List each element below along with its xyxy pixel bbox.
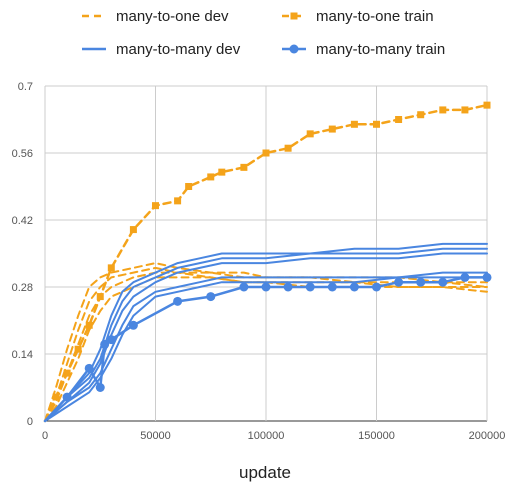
x-tick-label: 200000	[469, 430, 506, 442]
data-point-square	[284, 144, 292, 152]
data-point-circle	[283, 282, 293, 292]
data-point-square	[52, 393, 60, 401]
legend-label: many-to-many train	[316, 41, 445, 58]
data-point-square	[461, 106, 469, 114]
data-point-square	[74, 345, 82, 353]
data-point-square	[262, 149, 270, 157]
legend-label: many-to-many dev	[116, 41, 241, 58]
x-tick-label: 50000	[140, 430, 171, 442]
y-tick-label: 0.56	[12, 148, 33, 160]
data-point-square	[483, 101, 491, 109]
data-point-square	[85, 321, 93, 329]
data-point-circle	[327, 282, 337, 292]
data-point-square	[63, 369, 71, 377]
y-tick-label: 0.28	[12, 282, 33, 294]
series-line-many-to-many-dev-7	[44, 252, 488, 422]
data-point-square	[129, 226, 137, 234]
data-point-square	[107, 264, 115, 272]
data-point-circle	[106, 335, 116, 345]
y-tick-label: 0	[27, 416, 33, 428]
data-point-square	[174, 197, 182, 205]
series-line-many-to-many-dev-6	[44, 247, 488, 422]
x-axis-ticks: 0 50000 100000 150000 200000	[42, 430, 505, 442]
data-point-circle	[416, 277, 426, 287]
data-point-circle	[206, 292, 216, 302]
y-axis-ticks: 0 0.14 0.28 0.42 0.56 0.7	[12, 81, 33, 428]
data-point-circle	[438, 277, 448, 287]
x-tick-label: 150000	[358, 430, 395, 442]
data-point-circle	[261, 282, 271, 292]
data-point-circle	[394, 277, 404, 287]
data-point-square	[207, 173, 215, 181]
data-point-square	[417, 111, 425, 119]
data-point-circle	[239, 282, 249, 292]
data-point-square	[439, 106, 447, 114]
y-tick-label: 0.14	[12, 349, 33, 361]
data-point-circle	[372, 282, 381, 292]
data-point-circle	[173, 296, 183, 306]
legend-marker-circle	[289, 44, 299, 54]
data-point-circle	[482, 272, 492, 282]
data-point-square	[240, 163, 248, 171]
data-point-circle	[62, 392, 72, 402]
legend-marker-square	[290, 12, 298, 20]
data-point-circle	[84, 363, 94, 373]
data-point-square	[350, 120, 358, 128]
data-point-circle	[305, 282, 315, 292]
x-tick-label: 100000	[248, 430, 285, 442]
data-point-square	[395, 116, 403, 123]
data-point-square	[152, 202, 159, 210]
data-point-square	[185, 183, 193, 190]
data-point-square	[306, 130, 314, 138]
data-point-circle	[100, 339, 110, 349]
data-point-circle	[349, 282, 359, 292]
data-point-square	[96, 293, 104, 301]
data-point-circle	[128, 320, 138, 330]
markers-layer	[52, 101, 492, 402]
legend: many-to-one dev many-to-one train many-to-…	[82, 8, 445, 58]
series-line-many-to-many-dev-8	[44, 271, 488, 422]
series-line-many-to-many-dev-9	[44, 276, 488, 422]
data-point-circle	[460, 272, 470, 282]
data-point-square	[328, 125, 336, 133]
data-point-square	[373, 120, 380, 128]
series-line-many-to-many-dev-5	[44, 242, 488, 422]
x-tick-label: 0	[42, 430, 48, 442]
y-tick-label: 0.42	[12, 215, 33, 227]
data-point-circle	[95, 383, 105, 392]
y-tick-label: 0.7	[18, 81, 33, 93]
x-axis-label: update	[239, 463, 291, 482]
data-point-square	[218, 168, 226, 176]
legend-label: many-to-one dev	[116, 8, 229, 25]
legend-label: many-to-one train	[316, 8, 434, 25]
